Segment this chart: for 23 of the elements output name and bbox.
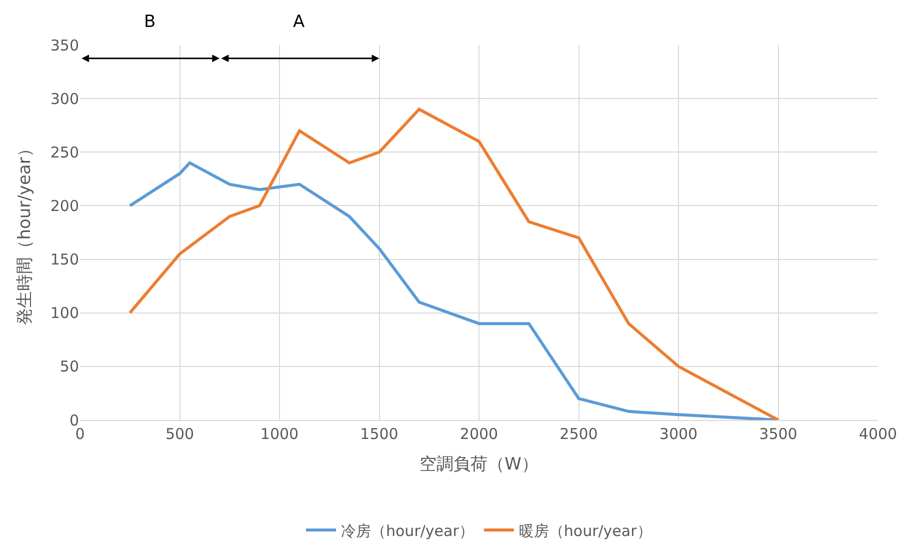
text: A bbox=[293, 12, 305, 32]
x-tick-label: 2000 bbox=[460, 425, 498, 443]
line-series bbox=[128, 108, 780, 420]
x-tick-label: 1000 bbox=[260, 425, 299, 443]
x-tick-label: 3000 bbox=[659, 425, 698, 443]
y-axis-title: 発生時間（hour/year） bbox=[14, 140, 35, 325]
y-tick-label: 200 bbox=[50, 196, 79, 215]
x-tick-label: 2500 bbox=[560, 425, 598, 443]
legend-label: 冷房（hour/year） bbox=[341, 522, 474, 540]
y-tick-label: 50 bbox=[60, 358, 79, 376]
text: B bbox=[144, 12, 156, 32]
x-tick-label: 4000 bbox=[858, 425, 898, 443]
x-axis-title: 空調負荷（W） bbox=[420, 454, 538, 474]
legend-label: 暖房（hour/year） bbox=[518, 522, 652, 540]
y-tick-label: 100 bbox=[50, 304, 79, 322]
y-tick-label: 300 bbox=[50, 90, 79, 108]
y-tick-label: 350 bbox=[50, 36, 79, 54]
y-tick-label: 150 bbox=[50, 250, 79, 269]
y-tick-label: 0 bbox=[69, 411, 79, 430]
x-tick-label: 1500 bbox=[360, 425, 398, 443]
x-tick-label: 3500 bbox=[759, 425, 798, 443]
y-tick-label: 250 bbox=[50, 143, 79, 162]
x-tick-label: 500 bbox=[165, 425, 194, 443]
